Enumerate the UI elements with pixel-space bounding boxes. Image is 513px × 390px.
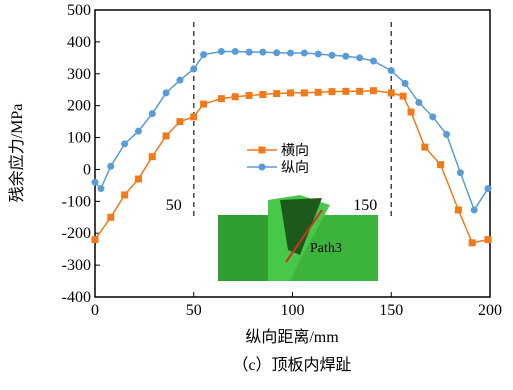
y-tick-label: -100 [62,193,91,210]
y-tick-label: 400 [67,34,91,51]
x-tick-label: 200 [478,302,502,319]
marker [485,236,492,243]
legend-label: 横向 [281,143,309,159]
marker [92,236,99,243]
marker [200,101,207,108]
marker [415,99,422,106]
marker [356,54,363,61]
x-tick-label: 0 [91,302,99,319]
marker [107,214,114,221]
annotation-label: 150 [353,197,377,214]
y-tick-label: -200 [62,225,91,242]
marker [92,179,99,186]
y-tick-label: -400 [62,289,91,306]
marker [370,58,377,65]
legend-label: 纵向 [281,160,309,176]
marker [246,49,253,56]
marker [471,206,478,213]
marker [408,109,415,116]
marker [388,67,395,74]
legend-marker [259,147,266,154]
marker [457,169,464,176]
marker [218,48,225,55]
marker [176,118,183,125]
x-tick-label: 100 [281,302,305,319]
marker [218,95,225,102]
marker [273,90,280,97]
marker [135,128,142,135]
marker [356,88,363,95]
y-tick-label: 500 [67,2,91,19]
marker [443,131,450,138]
marker [301,50,308,57]
marker [469,239,476,246]
marker [455,206,462,213]
marker [135,176,142,183]
series-line [95,51,488,209]
marker [232,93,239,100]
marker [149,110,156,117]
marker [259,91,266,98]
marker [342,53,349,60]
marker [121,140,128,147]
marker [232,48,239,55]
y-axis-label: 残余应力/MPa [7,104,26,203]
chart: Path3 残余应力/MPa 纵向距离/mm （c）顶板内焊趾 -400 -300… [0,0,513,385]
y-tick-label: 300 [67,66,91,83]
marker [287,89,294,96]
marker [400,93,407,100]
x-axis-label: 纵向距离/mm [245,328,339,346]
marker [176,77,183,84]
marker [301,89,308,96]
y-tick-label: -300 [62,257,91,274]
marker [485,185,492,192]
marker [121,191,128,198]
legend-marker [259,164,266,171]
marker [437,161,444,168]
caption: （c）顶板内焊趾 [232,356,351,374]
marker [246,92,253,99]
marker [342,88,349,95]
x-tick-label: 150 [379,302,403,319]
marker [273,49,280,56]
marker [388,89,395,96]
inset-label: Path3 [310,241,342,256]
marker [190,65,197,72]
marker [370,87,377,94]
marker [163,89,170,96]
marker [402,80,409,87]
y-tick-label: 100 [67,130,91,147]
marker [315,51,322,58]
marker [429,113,436,120]
marker [287,50,294,57]
x-tick-label: 50 [186,302,202,319]
y-tick-label: 200 [67,98,91,115]
marker [329,52,336,59]
marker [163,132,170,139]
marker [149,153,156,160]
marker [329,88,336,95]
marker [107,163,114,170]
y-tick-label: 0 [83,161,91,178]
marker [190,113,197,120]
annotation-label: 50 [166,197,182,214]
marker [259,49,266,56]
marker [315,89,322,96]
marker [421,144,428,151]
marker [200,51,207,58]
marker [97,185,104,192]
